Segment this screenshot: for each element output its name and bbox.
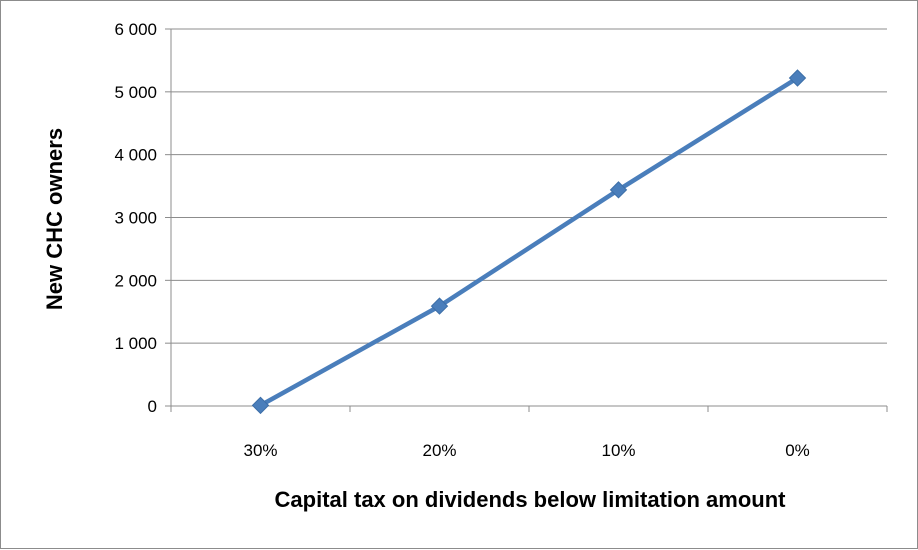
y-axis-title: New CHC owners [42, 128, 67, 310]
x-tick-label: 20% [422, 441, 456, 460]
y-tick-label: 3 000 [114, 209, 157, 228]
x-tick-label: 30% [243, 441, 277, 460]
data-point-marker [251, 396, 270, 415]
y-tick-label: 6 000 [114, 20, 157, 39]
data-point-marker [430, 297, 449, 315]
x-axis-title: Capital tax on dividends below limitatio… [275, 487, 787, 512]
y-tick-label: 0 [148, 397, 157, 416]
x-tick-label: 0% [785, 441, 810, 460]
series-line [258, 75, 800, 408]
gridlines [171, 28, 887, 344]
data-point-marker [609, 181, 628, 199]
y-tick-labels: 0 1 000 2 000 3 000 4 000 5 000 6 000 [114, 20, 157, 416]
series-line-path [258, 75, 800, 408]
data-point-markers [251, 69, 807, 415]
y-tick-label: 1 000 [114, 334, 157, 353]
y-tick-label: 5 000 [114, 83, 157, 102]
axes [165, 28, 888, 412]
y-tick-label: 2 000 [114, 271, 157, 290]
x-tick-labels: 30% 20% 10% 0% [243, 441, 809, 460]
x-tick-label: 10% [601, 441, 635, 460]
data-point-marker [788, 69, 807, 87]
y-tick-label: 4 000 [114, 146, 157, 165]
